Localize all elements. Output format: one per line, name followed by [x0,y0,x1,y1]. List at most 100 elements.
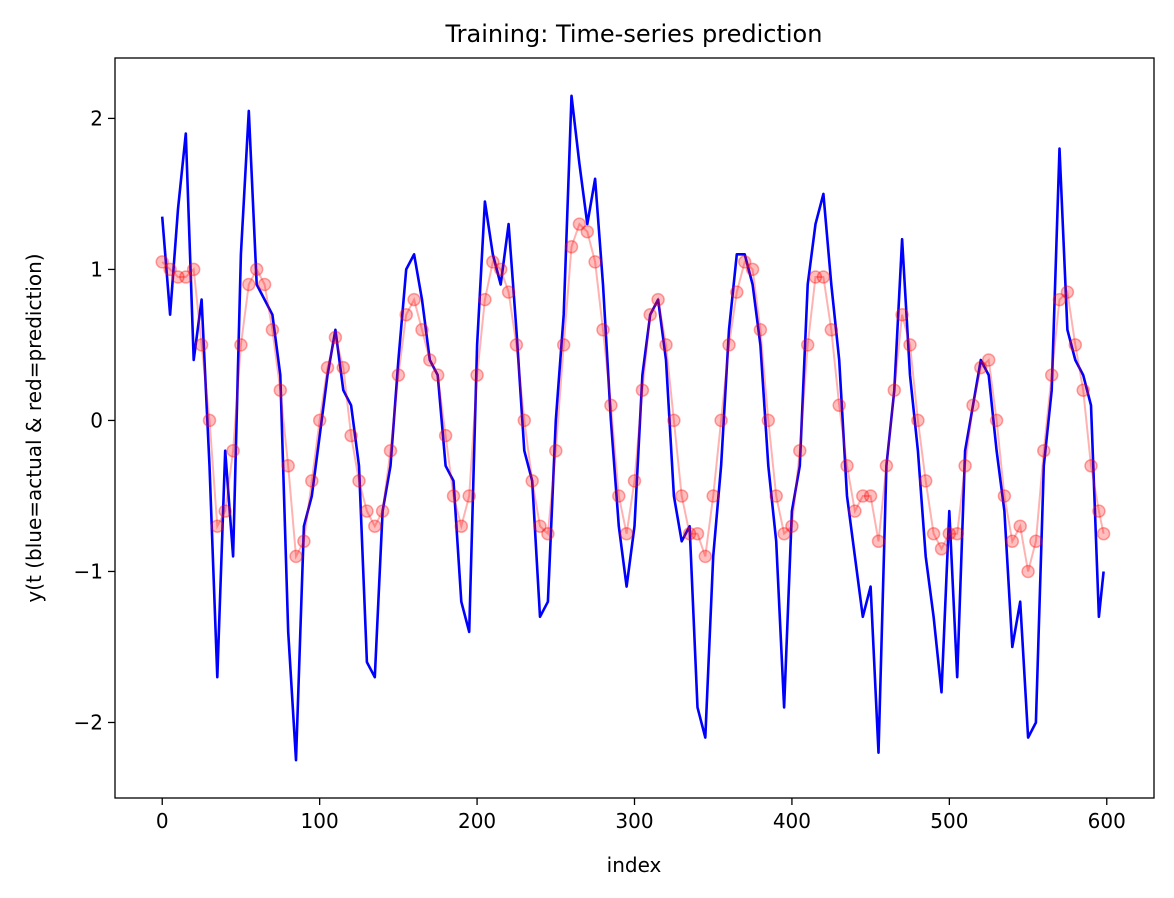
prediction-point [305,474,319,488]
prediction-point [1084,459,1098,473]
y-axis-label: y(t (blue=actual & red=prediction) [22,253,46,602]
prediction-point [541,526,555,541]
prediction-point [958,459,972,473]
prediction-point [659,338,673,352]
prediction-point [210,519,225,533]
prediction-point [761,413,776,428]
prediction-point [572,217,587,231]
prediction-point [651,292,665,307]
prediction-point [596,323,610,337]
prediction-point [714,413,728,428]
prediction-point [730,285,744,299]
prediction-point [1021,564,1035,579]
prediction-point [265,323,280,337]
prediction-point [887,383,902,397]
prediction-point [328,330,343,345]
prediction-point [1013,519,1027,533]
prediction-point [501,285,516,299]
prediction-point [674,489,689,503]
prediction-point [249,262,264,277]
prediction-point [1092,504,1106,518]
prediction-point [407,292,421,307]
prediction-point [737,255,752,269]
prediction-point [517,413,532,428]
prediction-point [446,489,461,503]
prediction-point [202,413,217,428]
y-tick-label: 0 [90,408,103,432]
prediction-point [903,338,917,352]
prediction-point [926,526,941,541]
prediction-point [580,224,595,239]
prediction-point [619,526,634,541]
prediction-point [1052,292,1067,307]
prediction-point [155,255,169,269]
prediction-point [777,526,791,541]
prediction-point [690,526,705,541]
prediction-point [706,489,720,503]
prediction-point [391,368,406,382]
prediction-point [179,270,193,284]
prediction-point [486,255,500,269]
prediction-point [493,262,508,277]
prediction-point [785,519,799,533]
plot-area [155,94,1111,762]
prediction-point [769,489,783,503]
y-tick-label: −2 [74,710,103,734]
prediction-point [989,413,1004,428]
x-axis-label: index [607,853,662,877]
prediction-point [934,542,949,556]
prediction-point [808,270,823,284]
prediction-point [682,526,697,541]
prediction-point [816,270,831,284]
prediction-point [423,353,437,367]
prediction-point [186,262,201,277]
y-tick-label: 1 [90,257,103,281]
prediction-point [942,526,957,541]
prediction-point [564,240,579,254]
prediction-point [966,398,980,413]
prediction-point [879,459,894,473]
prediction-point [588,255,602,269]
prediction-point [871,534,886,549]
prediction-point [840,459,854,473]
y-tick-label: 2 [90,106,103,130]
x-axis: 0 100 200 300 400 500 600 [156,798,1126,833]
prediction-point [478,292,492,307]
prediction-point [863,489,878,503]
prediction-point [320,360,335,375]
prediction-point [462,489,476,503]
prediction-point [273,383,288,397]
x-tick-label: 200 [458,809,496,833]
prediction-point [360,504,374,518]
prediction-point [753,323,768,337]
prediction-point [171,270,185,284]
prediction-point [1068,338,1083,352]
prediction-point [533,519,547,533]
prediction-point [974,360,988,375]
prediction-point [981,353,996,367]
prediction-point [226,443,240,458]
prediction-point [997,489,1012,503]
prediction-point [234,338,248,352]
prediction-point [911,413,925,428]
prediction-point [1029,534,1043,549]
x-tick-label: 300 [615,809,653,833]
prediction-series-line [161,222,1105,572]
prediction-point [312,413,327,428]
prediction-point [745,262,760,277]
prediction-point [918,474,933,488]
prediction-point [950,526,964,541]
prediction-point [352,474,366,488]
prediction-point [856,489,870,503]
prediction-point [848,504,862,518]
prediction-point [281,459,295,473]
prediction-point [604,398,618,413]
prediction-point [454,519,469,533]
prediction-point [194,338,209,352]
y-axis: −2 −1 0 1 2 [74,106,115,734]
prediction-point [643,307,657,322]
prediction-point [375,504,390,518]
prediction-point [415,323,429,337]
